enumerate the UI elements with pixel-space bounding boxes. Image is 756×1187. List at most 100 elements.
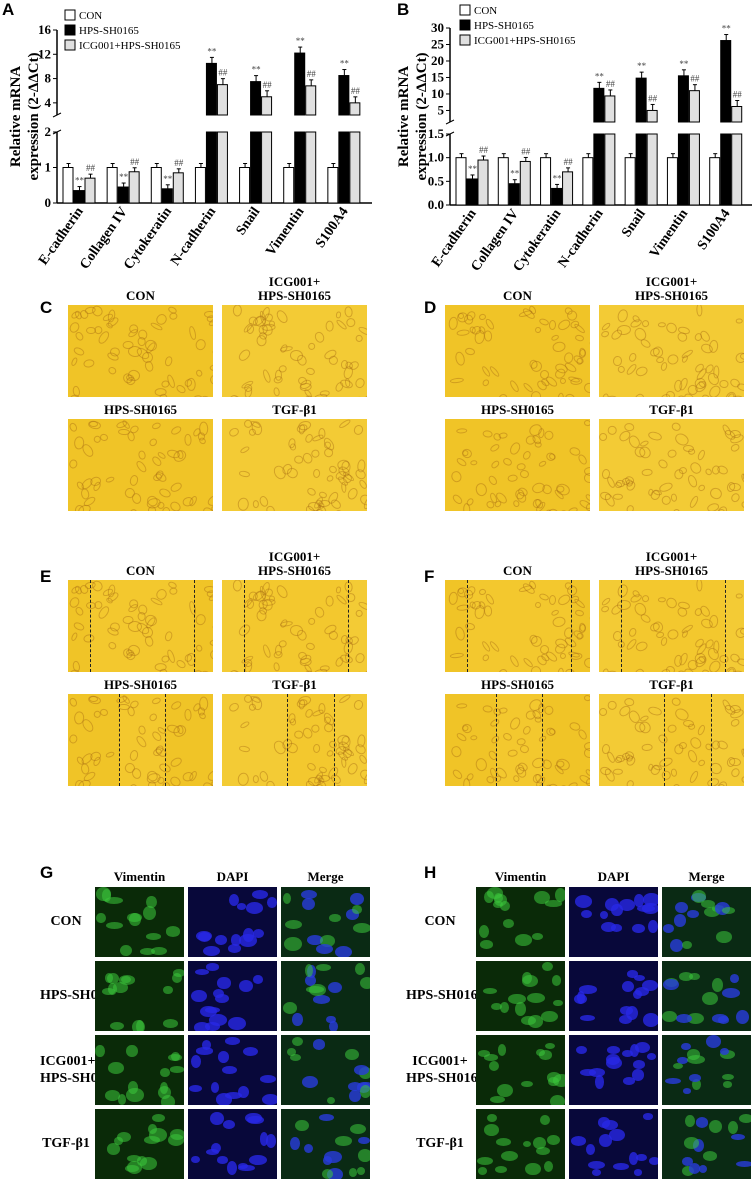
scratch-edge-line — [495, 694, 497, 786]
if-image-merge — [662, 961, 751, 1031]
if-image-vimentin — [95, 1035, 184, 1105]
micrograph-caption: TGF-β1 — [649, 677, 694, 692]
if-column-label: Merge — [307, 869, 344, 884]
y-axis-label: Relative mRNA — [396, 66, 412, 167]
chart-b: Relative mRNA expression (2-ΔΔCt) 0.0 0.5 1.… — [396, 4, 752, 275]
micrograph-caption: ICG001+ HPS-SH0165 — [635, 274, 708, 303]
legend-swatch — [459, 4, 471, 16]
bar — [646, 133, 658, 206]
y-tick-label: 4 — [45, 95, 52, 110]
if-image-merge — [281, 1109, 370, 1179]
legend-label: HPS-SH0165 — [79, 25, 139, 37]
scratch-edge-line — [89, 580, 91, 672]
scratch-edge-line — [243, 580, 245, 672]
bar — [84, 177, 96, 204]
bar — [551, 187, 563, 206]
y-tick-label: 8 — [45, 71, 52, 86]
micrograph-image — [445, 419, 590, 511]
significance-star: ** — [163, 174, 173, 184]
micrograph-image — [445, 694, 590, 786]
bar — [62, 167, 74, 204]
micrograph-caption: ICG001+ HPS-SH0165 — [258, 274, 331, 303]
bar — [172, 172, 184, 204]
y-tick-label: 12 — [38, 46, 51, 61]
if-row-label: TGF-β1 — [416, 1136, 464, 1151]
category-label: Vimentin — [263, 205, 307, 259]
significance-hash: ## — [86, 163, 96, 173]
scratch-edge-line — [620, 580, 622, 672]
micrograph-image — [68, 419, 213, 511]
bar — [540, 157, 552, 206]
bar — [150, 167, 162, 204]
if-image-merge — [281, 887, 370, 957]
if-image-vimentin — [476, 961, 565, 1031]
micrograph-image — [599, 694, 744, 786]
micrograph-caption: CON — [503, 563, 532, 578]
scratch-gap — [118, 694, 166, 786]
category-label: Snail — [619, 207, 649, 241]
scratch-edge-line — [118, 694, 120, 786]
significance-star: ** — [553, 173, 563, 183]
if-image-dapi — [569, 1109, 658, 1179]
bar — [261, 131, 273, 204]
scratch-gap — [664, 694, 711, 786]
significance-hash: ## — [733, 89, 743, 99]
micrograph-caption: TGF-β1 — [649, 402, 694, 417]
panel-label-a: A — [2, 0, 15, 19]
bar — [593, 87, 605, 123]
if-row-label: TGF-β1 — [42, 1136, 90, 1151]
legend-label: HPS-SH0165 — [474, 20, 534, 32]
y-axis-label: expression (2-ΔΔCt) — [414, 52, 430, 180]
chart-a: Relative mRNA expression (2-ΔΔCt)01248121… — [8, 9, 372, 273]
micrograph-image — [445, 305, 590, 397]
y-tick-label: 0.0 — [428, 197, 444, 212]
y-tick-label: 1.0 — [428, 150, 444, 165]
if-image-dapi — [569, 887, 658, 957]
bar — [731, 133, 743, 206]
if-column-label: Vimentin — [113, 869, 166, 884]
micrograph-caption: ICG001+ HPS-SH0165 — [258, 549, 331, 578]
micrograph-caption: CON — [126, 288, 155, 303]
if-image-dapi — [188, 1109, 277, 1179]
significance-hash: ## — [648, 93, 658, 103]
bar — [349, 102, 361, 116]
scratch-edge-line — [466, 580, 468, 672]
bar — [466, 178, 478, 206]
bar — [666, 157, 678, 206]
if-image-dapi — [569, 1035, 658, 1105]
micrograph-caption: HPS-SH0165 — [481, 402, 554, 417]
micrograph-caption: HPS-SH0165 — [481, 677, 554, 692]
bar — [294, 131, 306, 204]
bar — [349, 131, 361, 204]
scratch-edge-line — [725, 580, 727, 672]
bar — [327, 167, 339, 204]
if-image-vimentin — [476, 1035, 565, 1105]
micrograph-image — [68, 305, 213, 397]
panel-label-f: F — [424, 567, 435, 586]
micrograph-caption: ICG001+ HPS-SH0165 — [635, 549, 708, 578]
bar — [604, 95, 616, 123]
legend-label: ICG001+HPS-SH0165 — [79, 40, 181, 52]
micrograph-image — [599, 419, 744, 511]
bar — [646, 109, 658, 123]
scratch-gap — [243, 580, 349, 672]
axis-break-mark — [445, 119, 455, 125]
bar — [338, 131, 350, 204]
scratch-edge-line — [664, 694, 666, 786]
legend-swatch — [64, 9, 76, 21]
y-tick-label: 1.5 — [428, 126, 445, 141]
panel-label-d: D — [424, 298, 437, 317]
bar — [73, 190, 85, 204]
bar — [161, 188, 173, 204]
bar — [128, 171, 140, 204]
micrograph-image — [222, 419, 367, 511]
scratch-gap — [495, 694, 543, 786]
scratch-edge-line — [542, 694, 544, 786]
bar — [688, 133, 700, 206]
scratch-gap — [466, 580, 572, 672]
scratch-gap — [287, 694, 334, 786]
significance-hash: ## — [479, 145, 489, 155]
if-image-merge — [662, 1035, 751, 1105]
bar — [635, 77, 647, 123]
scratch-edge-line — [194, 580, 196, 672]
